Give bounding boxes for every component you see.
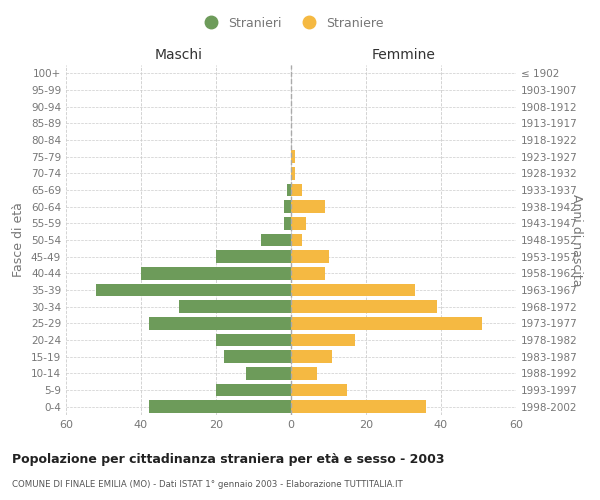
Bar	[287, 184, 291, 196]
Text: Popolazione per cittadinanza straniera per età e sesso - 2003: Popolazione per cittadinanza straniera p…	[12, 452, 445, 466]
Bar	[291, 400, 426, 413]
Bar	[291, 284, 415, 296]
Bar	[261, 234, 291, 246]
Bar	[179, 300, 291, 313]
Bar	[216, 334, 291, 346]
Text: COMUNE DI FINALE EMILIA (MO) - Dati ISTAT 1° gennaio 2003 - Elaborazione TUTTITA: COMUNE DI FINALE EMILIA (MO) - Dati ISTA…	[12, 480, 403, 489]
Bar	[291, 317, 482, 330]
Bar	[291, 267, 325, 280]
Bar	[216, 384, 291, 396]
Bar	[246, 367, 291, 380]
Bar	[291, 300, 437, 313]
Bar	[216, 250, 291, 263]
Text: Maschi: Maschi	[155, 48, 203, 62]
Text: Femmine: Femmine	[371, 48, 436, 62]
Bar	[149, 400, 291, 413]
Y-axis label: Anni di nascita: Anni di nascita	[570, 194, 583, 286]
Y-axis label: Fasce di età: Fasce di età	[13, 202, 25, 278]
Legend: Stranieri, Straniere: Stranieri, Straniere	[193, 12, 389, 35]
Bar	[291, 384, 347, 396]
Bar	[291, 217, 306, 230]
Bar	[291, 200, 325, 213]
Bar	[291, 334, 355, 346]
Bar	[291, 250, 329, 263]
Bar	[149, 317, 291, 330]
Bar	[96, 284, 291, 296]
Bar	[291, 367, 317, 380]
Bar	[291, 150, 295, 163]
Bar	[291, 184, 302, 196]
Bar	[291, 167, 295, 179]
Bar	[284, 217, 291, 230]
Bar	[291, 350, 332, 363]
Bar	[291, 234, 302, 246]
Bar	[223, 350, 291, 363]
Bar	[141, 267, 291, 280]
Bar	[284, 200, 291, 213]
